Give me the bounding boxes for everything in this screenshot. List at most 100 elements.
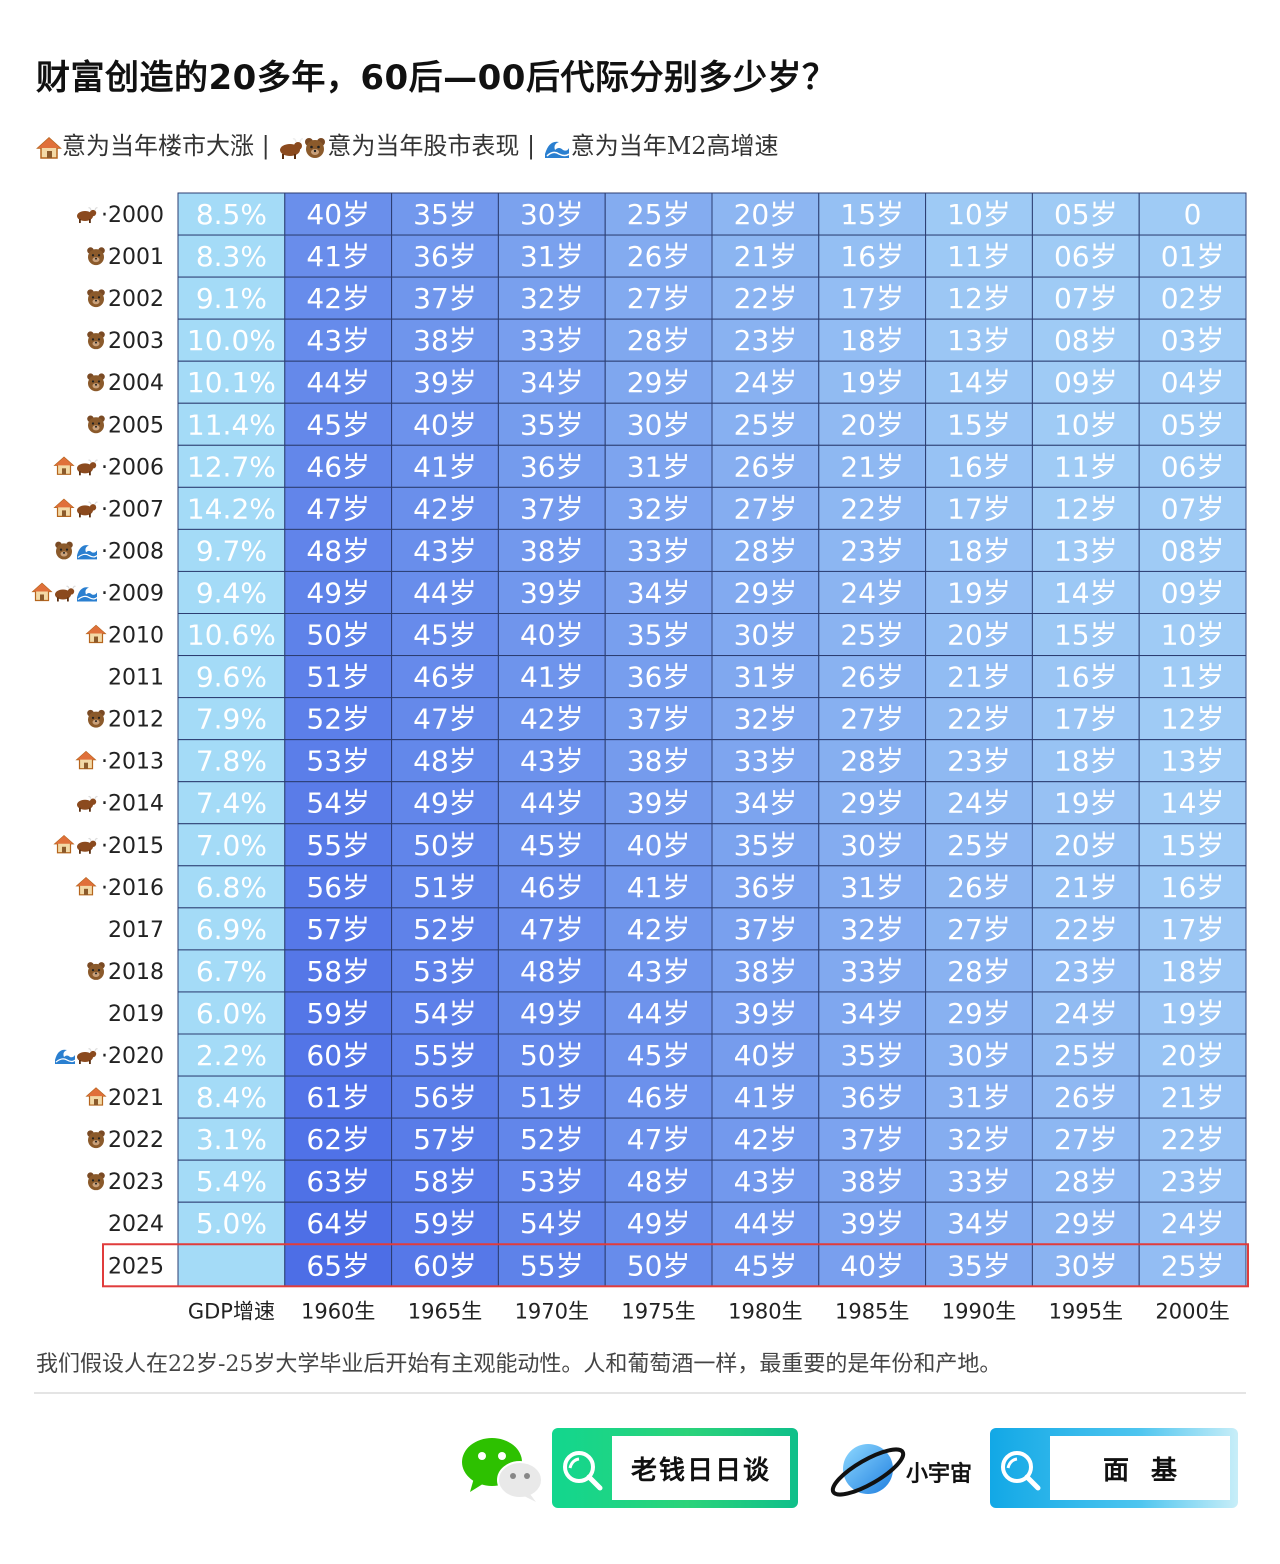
age-value: 46岁 xyxy=(306,450,370,483)
gdp-cell xyxy=(177,739,286,783)
age-cell xyxy=(818,486,927,530)
age-cell xyxy=(711,865,820,909)
age-value: 07岁 xyxy=(1054,282,1118,315)
column-header: 1990生 xyxy=(942,1299,1016,1323)
gdp-value: 7.9% xyxy=(196,703,267,736)
age-value: 52岁 xyxy=(520,1123,584,1156)
age-value: 24岁 xyxy=(947,787,1011,820)
age-cell xyxy=(818,907,927,951)
age-cell xyxy=(284,1243,393,1287)
age-value: 19岁 xyxy=(1054,787,1118,820)
age-value: 29岁 xyxy=(627,366,691,399)
age-cell xyxy=(711,444,820,488)
age-value: 13岁 xyxy=(947,324,1011,357)
age-cell xyxy=(391,318,499,362)
age-cell xyxy=(391,402,499,446)
age-cell xyxy=(818,949,927,993)
age-value: 18岁 xyxy=(947,534,1011,567)
age-value: 30岁 xyxy=(1054,1249,1118,1282)
age-cell xyxy=(391,655,499,699)
age-cell xyxy=(925,276,1033,320)
age-value: 40岁 xyxy=(413,408,477,441)
age-value: 46岁 xyxy=(520,871,584,904)
age-value: 47岁 xyxy=(306,492,370,525)
age-value: 58岁 xyxy=(413,1165,477,1198)
age-cell xyxy=(818,570,927,615)
search-box-laoqian[interactable]: 老钱日日谈 xyxy=(552,1428,798,1508)
gdp-cell xyxy=(177,655,286,699)
age-value: 24岁 xyxy=(1054,997,1118,1030)
gdp-value: 6.9% xyxy=(196,913,267,946)
gdp-cell xyxy=(177,192,286,236)
age-cell xyxy=(1031,318,1140,362)
age-value: 43岁 xyxy=(520,745,584,778)
age-cell xyxy=(818,318,927,362)
age-value: 30岁 xyxy=(734,619,798,652)
gdp-value: 10.0% xyxy=(187,324,276,357)
age-value: 63岁 xyxy=(306,1165,370,1198)
age-cell xyxy=(925,697,1033,741)
gdp-value: 3.1% xyxy=(196,1123,267,1156)
age-value: 22岁 xyxy=(1054,913,1118,946)
age-cell xyxy=(284,1117,393,1161)
age-value: 51岁 xyxy=(306,661,370,694)
age-value: 32岁 xyxy=(520,282,584,315)
search-box-mianji[interactable]: 面基 xyxy=(990,1428,1238,1508)
gdp-value: 2.2% xyxy=(196,1039,267,1072)
row-year-label: 2022 xyxy=(108,1128,164,1153)
age-value: 15岁 xyxy=(947,408,1011,441)
age-cell xyxy=(711,739,820,783)
house-icon xyxy=(53,498,75,517)
bear-icon xyxy=(55,541,73,560)
age-value: 15岁 xyxy=(1054,619,1118,652)
search-box-text: 老钱日日谈 xyxy=(612,1436,790,1500)
age-cell xyxy=(604,276,713,320)
age-value: 45岁 xyxy=(520,829,584,862)
age-cell xyxy=(497,613,606,657)
age-value: 14岁 xyxy=(1161,787,1225,820)
gdp-value: 11.4% xyxy=(187,408,276,441)
age-cell xyxy=(818,1033,927,1077)
age-cell xyxy=(1138,570,1247,615)
age-value: 11岁 xyxy=(1161,661,1225,694)
age-value: 47岁 xyxy=(520,913,584,946)
age-value: 19岁 xyxy=(947,576,1011,609)
age-value: 0 xyxy=(1184,198,1202,231)
divider xyxy=(34,1392,1246,1394)
gdp-cell xyxy=(177,1201,286,1245)
gdp-value: 8.5% xyxy=(196,198,267,231)
age-value: 53岁 xyxy=(520,1165,584,1198)
age-cell xyxy=(925,486,1033,530)
age-cell xyxy=(604,739,713,783)
age-cell xyxy=(604,570,713,615)
age-value: 06岁 xyxy=(1054,240,1118,273)
age-value: 07岁 xyxy=(1161,492,1225,525)
age-value: 17岁 xyxy=(947,492,1011,525)
age-value: 48岁 xyxy=(627,1165,691,1198)
age-cell xyxy=(711,276,820,320)
bear-icon xyxy=(305,137,326,158)
gdp-value: 9.7% xyxy=(196,534,267,567)
age-cell xyxy=(284,949,393,993)
age-cell xyxy=(925,1243,1033,1287)
age-cell xyxy=(711,1117,820,1161)
age-value: 50岁 xyxy=(306,619,370,652)
gdp-cell xyxy=(177,613,286,657)
age-cell xyxy=(497,1201,606,1245)
wave-icon xyxy=(77,587,98,602)
age-value: 01岁 xyxy=(1161,240,1225,273)
age-value: 25岁 xyxy=(840,619,904,652)
age-value: 33岁 xyxy=(947,1165,1011,1198)
age-cell xyxy=(1138,402,1247,446)
age-value: 28岁 xyxy=(947,955,1011,988)
age-value: 20岁 xyxy=(1161,1039,1225,1072)
age-value: 27岁 xyxy=(627,282,691,315)
age-cell xyxy=(1031,528,1140,572)
house-icon xyxy=(85,1087,107,1106)
age-value: 34岁 xyxy=(840,997,904,1030)
age-value: 55岁 xyxy=(520,1249,584,1282)
age-cell xyxy=(284,486,393,530)
age-value: 29岁 xyxy=(734,576,798,609)
bear-icon xyxy=(87,247,105,266)
age-value: 23岁 xyxy=(947,745,1011,778)
